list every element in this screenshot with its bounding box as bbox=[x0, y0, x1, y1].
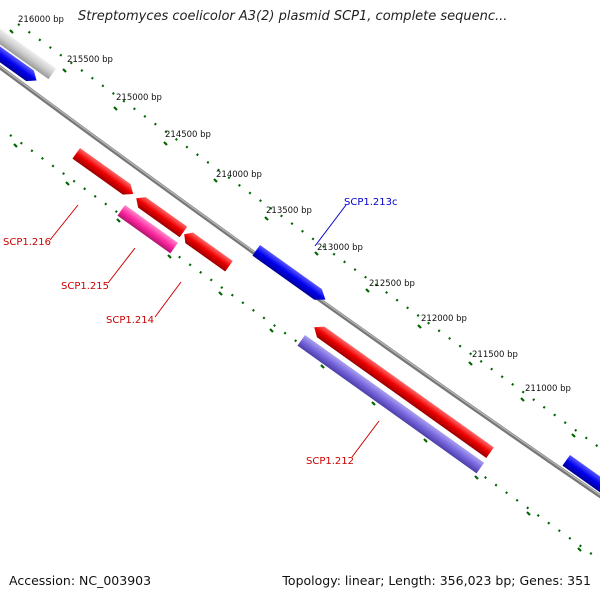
major-tick bbox=[526, 511, 531, 516]
major-tick bbox=[167, 254, 172, 259]
major-tick bbox=[13, 143, 18, 148]
leader-scp1-212 bbox=[351, 420, 380, 458]
major-tick bbox=[520, 397, 525, 402]
gene-label-scp1-212[interactable]: SCP1.212 bbox=[306, 456, 354, 467]
major-tick bbox=[113, 106, 118, 111]
gene-feature-scp1-215[interactable] bbox=[117, 205, 178, 254]
leader-scp1-216 bbox=[49, 204, 79, 241]
major-tick bbox=[365, 288, 370, 293]
major-tick bbox=[65, 181, 70, 186]
gene-label-scp1-214[interactable]: SCP1.214 bbox=[106, 315, 154, 326]
label-leaders bbox=[49, 204, 380, 458]
major-tick bbox=[417, 324, 422, 329]
gene-feature-grey[interactable] bbox=[0, 25, 57, 80]
gene-feature-scp1-212[interactable] bbox=[310, 322, 494, 459]
major-tick bbox=[62, 68, 67, 73]
major-tick bbox=[474, 475, 479, 480]
tick-label-216000: 216000 bp bbox=[18, 15, 64, 25]
major-tick bbox=[163, 141, 168, 146]
gene-feature-blue-arrow[interactable] bbox=[0, 45, 40, 86]
gene-feature-lavender[interactable] bbox=[297, 335, 485, 474]
tick-labels: 216000 bp 215500 bp 215000 bp 214500 bp … bbox=[18, 15, 571, 394]
major-tick bbox=[218, 291, 223, 296]
gene-feature-scp1-214-a[interactable] bbox=[132, 193, 188, 238]
gene-feature-scp1-213c[interactable] bbox=[252, 245, 329, 305]
major-ticks bbox=[9, 29, 582, 552]
leader-scp1-214 bbox=[154, 281, 182, 318]
tick-label-212500: 212500 bp bbox=[369, 279, 415, 289]
major-tick bbox=[9, 29, 14, 34]
gene-labels: SCP1.216 SCP1.215 SCP1.214 SCP1.213c SCP… bbox=[3, 197, 398, 467]
tick-label-213000: 213000 bp bbox=[317, 243, 363, 253]
summary-text: Topology: linear; Length: 356,023 bp; Ge… bbox=[282, 573, 591, 588]
major-tick bbox=[116, 218, 121, 223]
outer-tick-row bbox=[17, 23, 600, 449]
gene-label-scp1-216[interactable]: SCP1.216 bbox=[3, 237, 51, 248]
tick-label-211000: 211000 bp bbox=[525, 384, 571, 394]
tick-label-215500: 215500 bp bbox=[67, 55, 113, 65]
gene-label-scp1-215[interactable]: SCP1.215 bbox=[61, 281, 109, 292]
major-tick bbox=[371, 401, 376, 406]
leader-scp1-213c bbox=[314, 204, 347, 247]
major-tick bbox=[269, 328, 274, 333]
gene-feature-scp1-216[interactable] bbox=[72, 148, 137, 199]
major-tick bbox=[571, 433, 576, 438]
major-tick bbox=[577, 547, 582, 552]
tick-label-212000: 212000 bp bbox=[421, 314, 467, 324]
major-tick bbox=[423, 438, 428, 443]
leader-scp1-215 bbox=[107, 247, 136, 284]
tick-label-211500: 211500 bp bbox=[472, 350, 518, 360]
major-tick bbox=[320, 364, 325, 369]
tick-label-214000: 214000 bp bbox=[216, 170, 262, 180]
gene-feature-blue-right[interactable] bbox=[562, 455, 600, 501]
major-tick bbox=[468, 361, 473, 366]
gene-feature-scp1-214-b[interactable] bbox=[180, 229, 233, 272]
major-tick bbox=[264, 216, 269, 221]
feature-track bbox=[0, 25, 600, 501]
map-title: Streptomyces coelicolor A3(2) plasmid SC… bbox=[78, 9, 508, 24]
tick-label-214500: 214500 bp bbox=[165, 130, 211, 140]
accession-text: Accession: NC_003903 bbox=[9, 573, 152, 588]
major-tick bbox=[213, 178, 218, 183]
tick-label-213500: 213500 bp bbox=[266, 206, 312, 216]
major-tick bbox=[314, 251, 319, 256]
gene-label-scp1-213c[interactable]: SCP1.213c bbox=[344, 197, 398, 208]
tick-label-215000: 215000 bp bbox=[116, 93, 162, 103]
